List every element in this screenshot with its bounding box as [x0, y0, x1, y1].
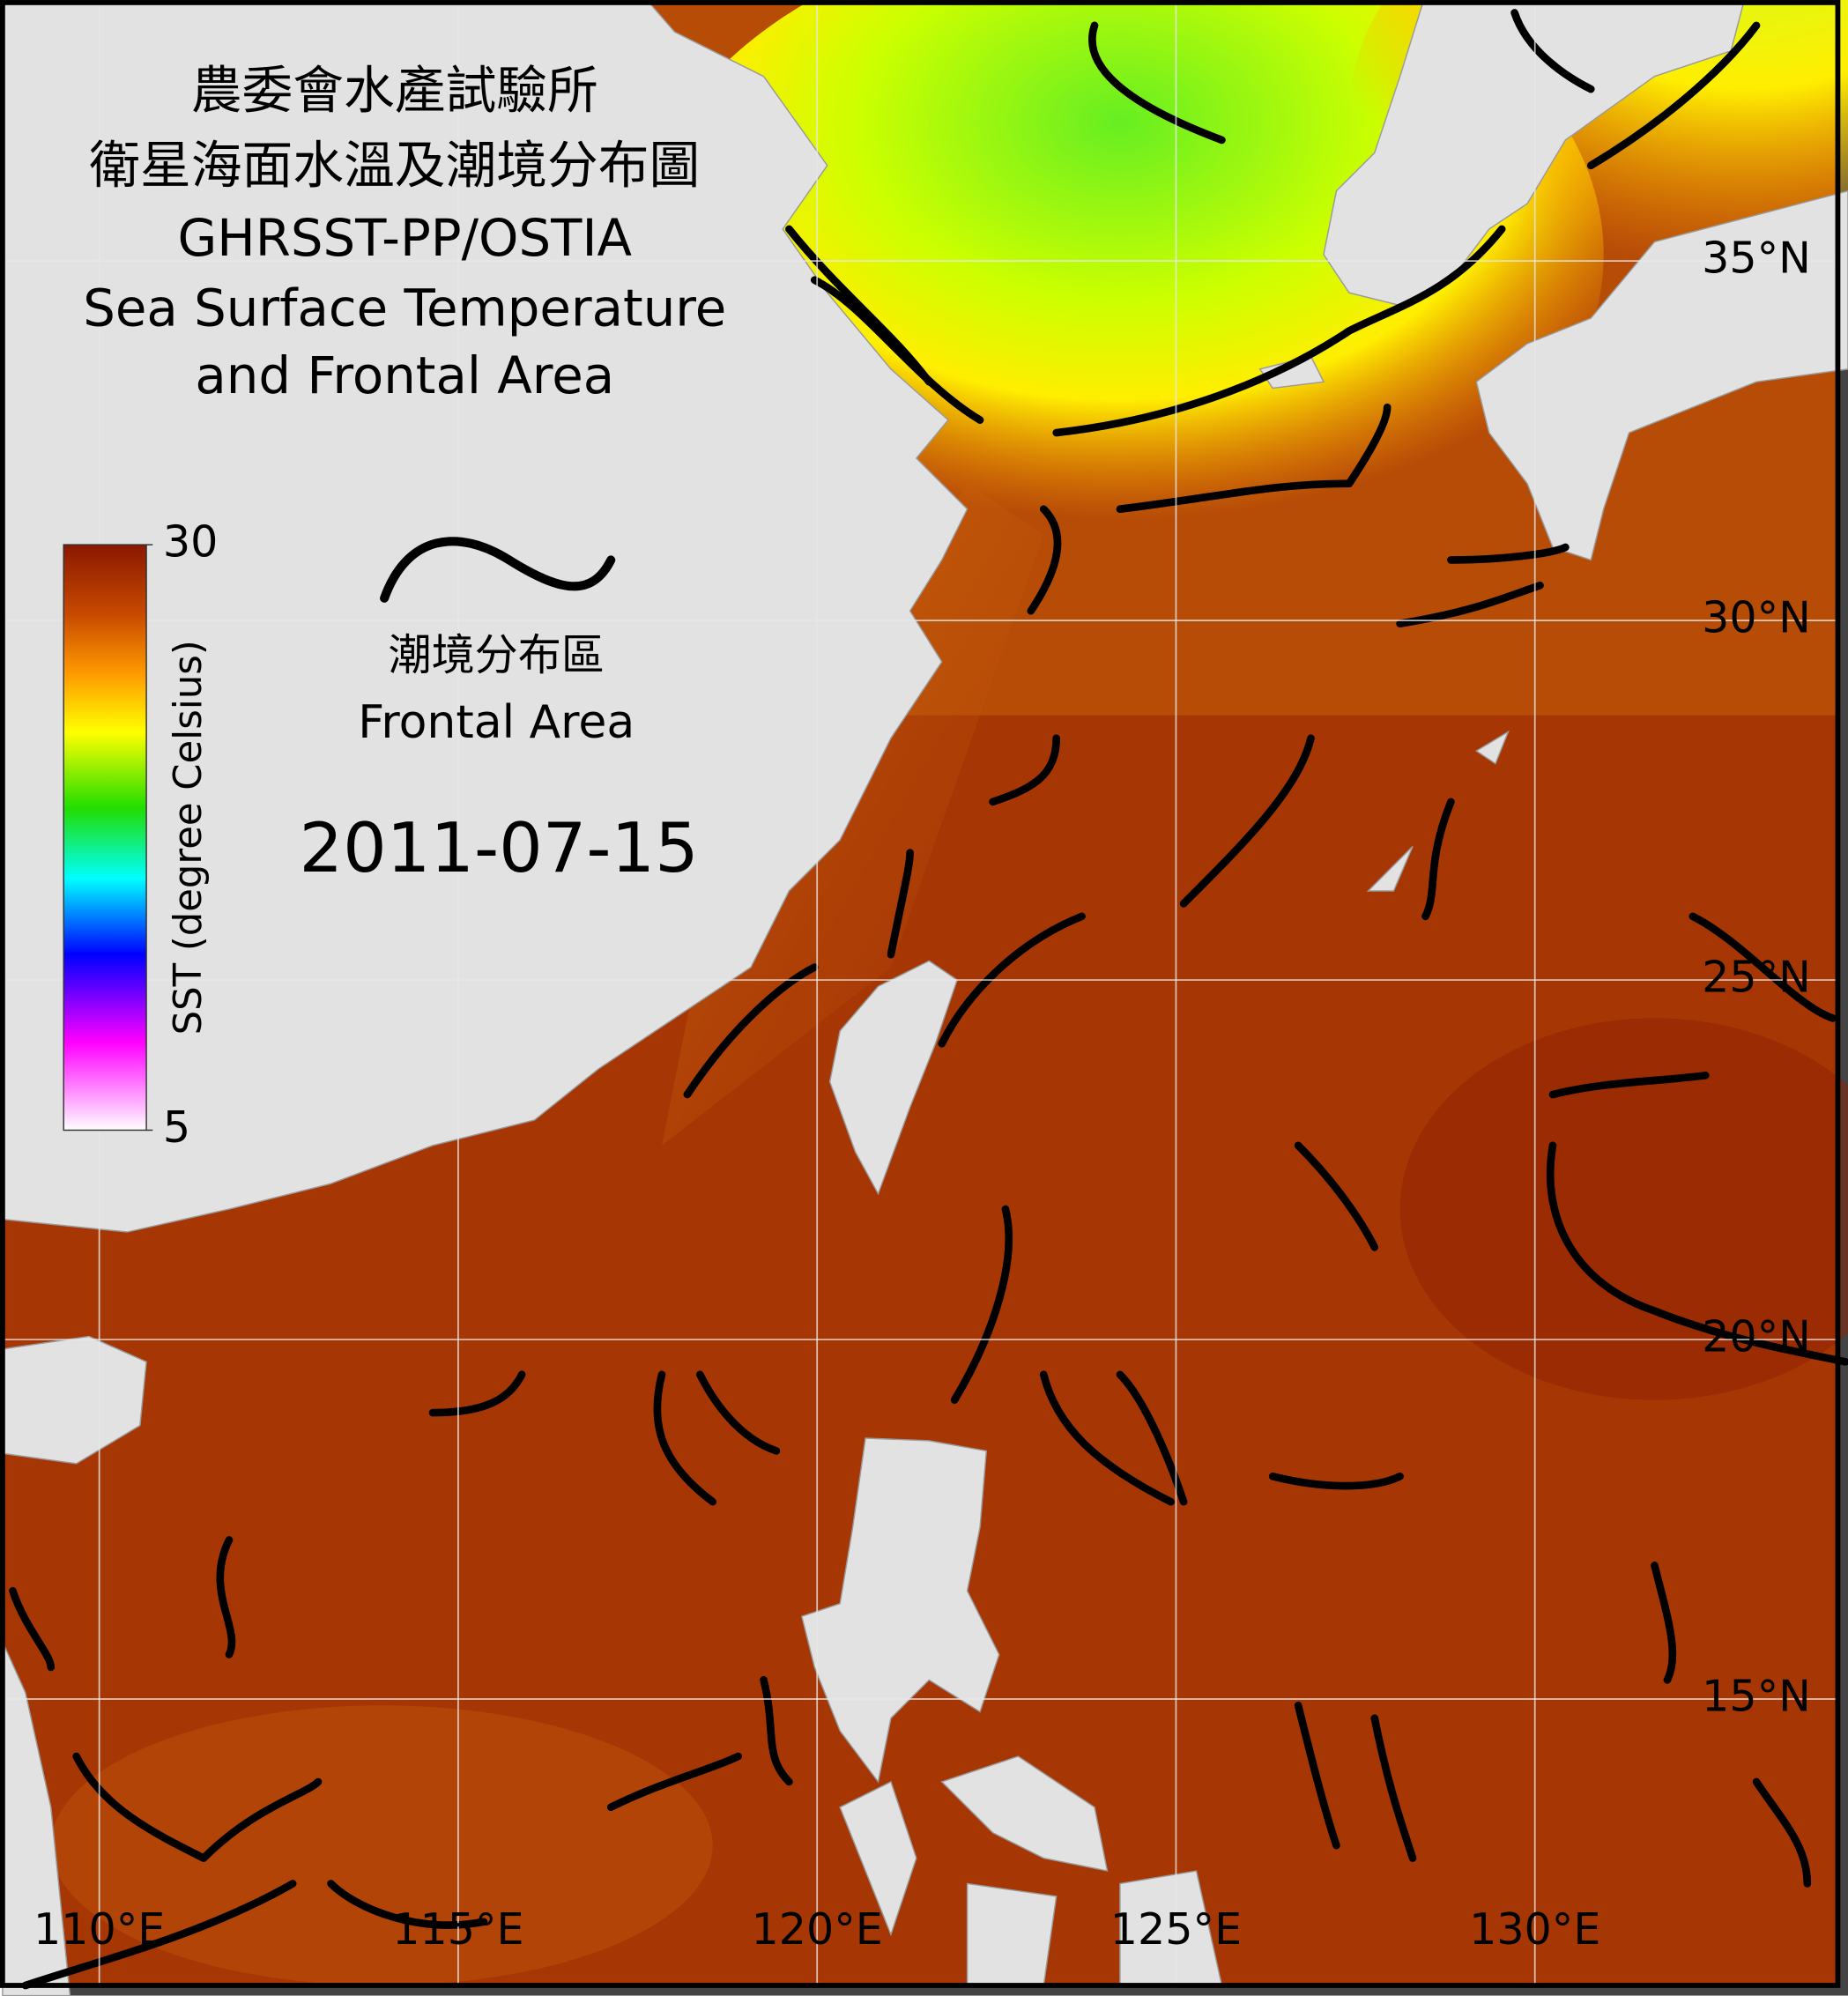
longitude-label: 110°E	[33, 1903, 165, 1955]
scs-shade	[50, 1705, 713, 1985]
longitude-label: 115°E	[392, 1903, 523, 1955]
longitude-label: 130°E	[1469, 1903, 1600, 1955]
legend-label-zh: 潮境分布區	[389, 629, 605, 680]
legend-symbol	[380, 537, 616, 603]
warm-pool	[1399, 1018, 1848, 1400]
latitude-label: 35°N	[1702, 233, 1811, 284]
colorbar-tick-label: 30	[163, 516, 218, 568]
legend-label-en: Frontal Area	[358, 696, 635, 749]
taiwan	[828, 960, 958, 1196]
japan	[1475, 189, 1848, 561]
longitude-label: 125°E	[1110, 1903, 1242, 1955]
fronts	[9, 9, 1848, 1990]
visayas	[839, 1755, 1223, 1986]
title-line: GHRSST-PP/OSTIA	[178, 208, 633, 268]
date: 2011-07-15	[300, 809, 699, 888]
colorbar-ticks: 5 30	[146, 516, 218, 1153]
colorbar	[63, 544, 147, 1132]
latitude-label: 25°N	[1702, 952, 1811, 1003]
latitude-label: 30°N	[1702, 592, 1811, 643]
china	[2, 2, 969, 1233]
title-line: 農委會水產試驗所	[191, 61, 598, 121]
latitude-label: 20°N	[1702, 1311, 1811, 1362]
colorbar-tick-label: 5	[163, 1102, 190, 1153]
colorbar-label: SST (degree Celsius)	[167, 640, 211, 1035]
title-line: 衛星海面水溫及潮境分布圖	[89, 136, 700, 196]
title-block: 農委會水產試驗所 衛星海面水溫及潮境分布圖 GHRSST-PP/OSTIA Se…	[83, 61, 726, 406]
okinawa	[1366, 730, 1510, 892]
longitude-label: 120°E	[752, 1903, 883, 1955]
latitude-label: 15°N	[1702, 1671, 1811, 1722]
title-line: Sea Surface Temperature	[83, 278, 726, 338]
title-line: and Frontal Area	[195, 345, 614, 405]
